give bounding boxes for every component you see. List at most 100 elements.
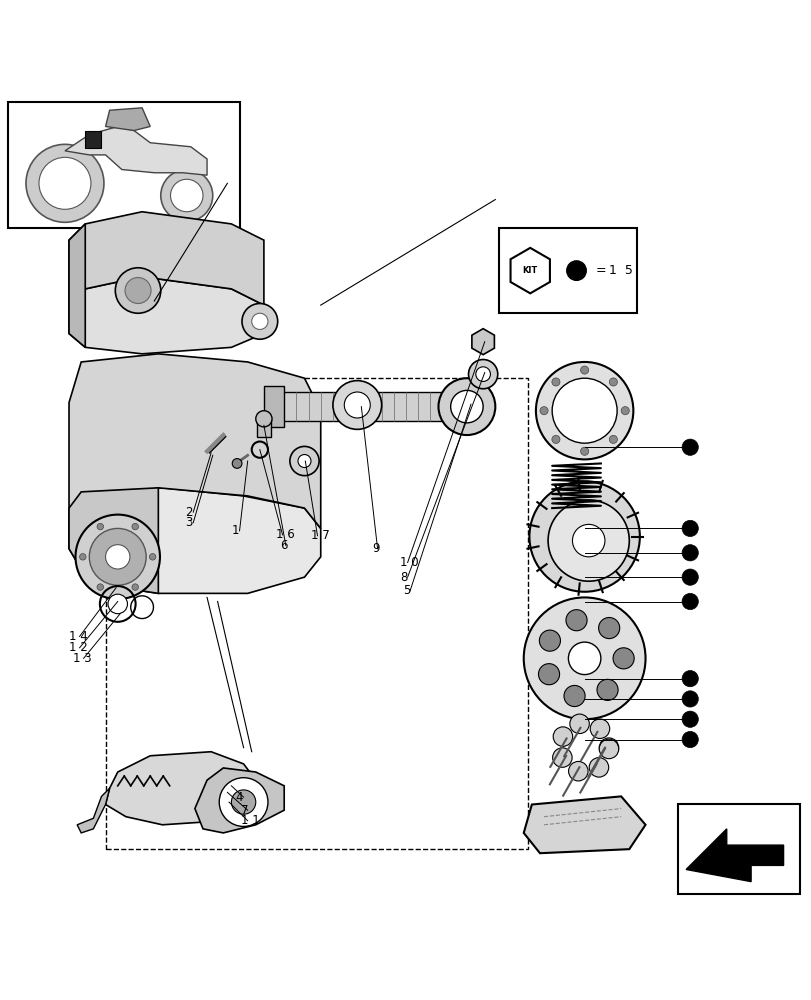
Circle shape bbox=[566, 261, 586, 280]
Bar bbox=[8, 102, 239, 228]
Circle shape bbox=[108, 594, 127, 614]
Text: 1 6: 1 6 bbox=[276, 528, 294, 541]
Circle shape bbox=[468, 360, 497, 389]
Circle shape bbox=[26, 144, 104, 222]
Circle shape bbox=[438, 378, 495, 435]
Polygon shape bbox=[69, 277, 264, 354]
Text: 1 3: 1 3 bbox=[73, 652, 92, 665]
Bar bbox=[256, 419, 271, 437]
Text: 1 0: 1 0 bbox=[400, 556, 418, 569]
Circle shape bbox=[131, 523, 138, 530]
Text: 3: 3 bbox=[185, 516, 192, 529]
Circle shape bbox=[552, 727, 572, 746]
Polygon shape bbox=[105, 108, 150, 131]
Polygon shape bbox=[77, 788, 109, 833]
Circle shape bbox=[589, 758, 608, 777]
Circle shape bbox=[551, 378, 616, 443]
Circle shape bbox=[568, 761, 587, 781]
Bar bbox=[268, 392, 446, 421]
Circle shape bbox=[231, 790, 255, 814]
Circle shape bbox=[620, 407, 629, 415]
Circle shape bbox=[612, 648, 633, 669]
Polygon shape bbox=[65, 126, 207, 175]
Circle shape bbox=[170, 179, 203, 212]
Polygon shape bbox=[69, 488, 158, 593]
Polygon shape bbox=[85, 131, 101, 148]
Text: 7: 7 bbox=[241, 804, 248, 817]
Circle shape bbox=[681, 520, 697, 537]
Text: 1 2: 1 2 bbox=[69, 641, 88, 654]
Bar bbox=[499, 228, 637, 313]
Bar bbox=[105, 378, 527, 849]
Circle shape bbox=[523, 597, 645, 719]
Polygon shape bbox=[471, 329, 494, 355]
Text: 6: 6 bbox=[280, 539, 287, 552]
Circle shape bbox=[552, 748, 572, 767]
Text: 9: 9 bbox=[371, 542, 379, 555]
Polygon shape bbox=[685, 829, 783, 882]
Circle shape bbox=[529, 481, 639, 592]
Circle shape bbox=[599, 739, 618, 759]
Circle shape bbox=[97, 584, 104, 590]
Circle shape bbox=[590, 719, 609, 738]
Circle shape bbox=[535, 362, 633, 459]
Bar bbox=[264, 386, 284, 427]
Circle shape bbox=[125, 278, 151, 303]
Circle shape bbox=[105, 545, 130, 569]
Circle shape bbox=[572, 524, 604, 557]
Circle shape bbox=[219, 778, 268, 826]
Text: 1: 1 bbox=[231, 524, 238, 537]
Text: 1 7: 1 7 bbox=[311, 529, 329, 542]
Circle shape bbox=[344, 392, 370, 418]
Circle shape bbox=[255, 411, 272, 427]
Circle shape bbox=[149, 554, 156, 560]
Circle shape bbox=[599, 738, 618, 757]
Circle shape bbox=[242, 303, 277, 339]
Circle shape bbox=[580, 366, 588, 374]
Circle shape bbox=[290, 446, 319, 476]
Circle shape bbox=[560, 512, 608, 561]
Circle shape bbox=[568, 642, 600, 675]
Circle shape bbox=[681, 691, 697, 707]
Bar bbox=[677, 804, 799, 894]
Circle shape bbox=[131, 596, 153, 619]
Circle shape bbox=[547, 500, 629, 581]
Circle shape bbox=[232, 459, 242, 468]
Circle shape bbox=[551, 378, 560, 386]
Text: 1  5: 1 5 bbox=[608, 264, 633, 277]
Circle shape bbox=[565, 610, 586, 631]
Circle shape bbox=[539, 630, 560, 651]
Circle shape bbox=[251, 313, 268, 329]
Circle shape bbox=[551, 435, 560, 443]
Circle shape bbox=[97, 523, 104, 530]
Circle shape bbox=[598, 617, 619, 639]
Circle shape bbox=[564, 685, 585, 707]
Polygon shape bbox=[510, 248, 549, 293]
Circle shape bbox=[569, 714, 589, 734]
Circle shape bbox=[450, 390, 483, 423]
Circle shape bbox=[580, 447, 588, 455]
Circle shape bbox=[89, 528, 146, 585]
Text: =: = bbox=[594, 264, 606, 277]
Polygon shape bbox=[69, 224, 85, 347]
Circle shape bbox=[538, 664, 559, 685]
Circle shape bbox=[539, 407, 547, 415]
Circle shape bbox=[475, 367, 490, 381]
Text: 4: 4 bbox=[235, 791, 242, 804]
Circle shape bbox=[131, 584, 138, 590]
Text: 2: 2 bbox=[185, 506, 192, 519]
Bar bbox=[442, 398, 454, 415]
Circle shape bbox=[39, 157, 91, 209]
Text: KIT: KIT bbox=[522, 266, 537, 275]
Polygon shape bbox=[69, 212, 264, 305]
Circle shape bbox=[681, 569, 697, 585]
Circle shape bbox=[681, 545, 697, 561]
Circle shape bbox=[161, 170, 212, 221]
Polygon shape bbox=[105, 752, 255, 825]
Circle shape bbox=[608, 435, 616, 443]
Circle shape bbox=[75, 515, 160, 599]
Circle shape bbox=[608, 378, 616, 386]
Circle shape bbox=[79, 554, 86, 560]
Circle shape bbox=[596, 679, 617, 700]
Circle shape bbox=[681, 731, 697, 748]
